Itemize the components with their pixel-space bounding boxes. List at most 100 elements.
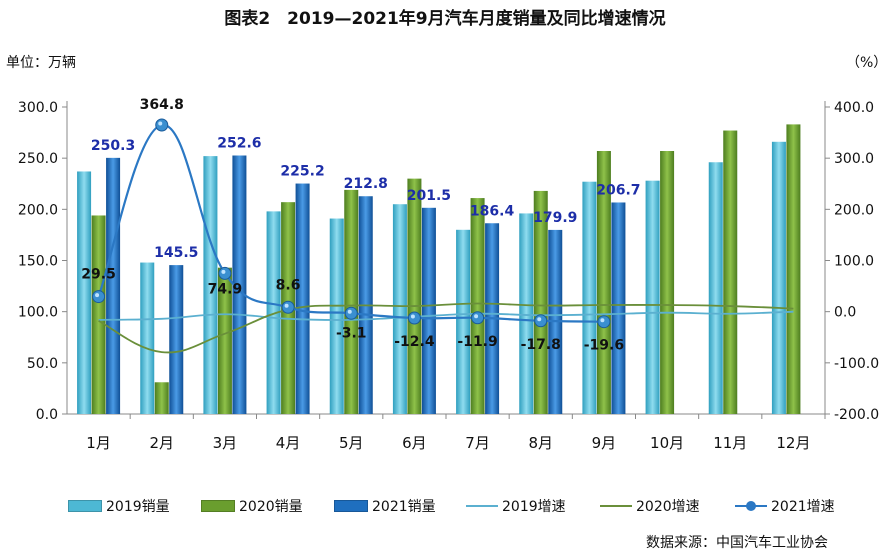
growth-label-2021-2月: 364.8 — [140, 97, 184, 113]
marker-2021增速-3月 — [218, 266, 232, 280]
bar-2020销量-9月 — [596, 151, 611, 414]
marker-2021增速-7月 — [471, 311, 485, 325]
marker-highlight — [95, 293, 100, 298]
left-axis-tick-label: 200.0 — [18, 202, 58, 218]
bar-2019销量-7月 — [456, 229, 471, 414]
right-axis-tick-label: 300.0 — [834, 151, 874, 167]
bar-2021销量-9月 — [611, 202, 626, 414]
growth-label-2021-4月: 8.6 — [276, 277, 301, 293]
legend-label: 2020销量 — [239, 499, 303, 515]
bar-2020销量-6月 — [407, 178, 422, 414]
bar-2021销量-1月 — [106, 157, 121, 414]
bar-2020销量-12月 — [786, 124, 801, 414]
x-axis-tick-label: 6月 — [402, 434, 427, 452]
bar-2019销量-2月 — [140, 262, 155, 414]
legend-label: 2019销量 — [106, 499, 170, 515]
bar-label-2021-5月: 212.8 — [344, 176, 388, 192]
bar-2020销量-2月 — [154, 382, 169, 414]
marker-highlight — [158, 121, 163, 126]
growth-label-2021-8月: -17.8 — [521, 337, 561, 353]
bar-label-2021-6月: 201.5 — [407, 188, 451, 204]
right-axis-unit: （%） — [846, 55, 888, 71]
growth-label-2021-9月: -19.6 — [584, 338, 624, 354]
marker-2021增速-6月 — [407, 311, 421, 325]
legend-item: 2019销量 — [68, 493, 170, 519]
legend-bar-swatch — [68, 500, 102, 512]
marker-2021增速-8月 — [534, 314, 548, 328]
bar-label-2021-2月: 145.5 — [154, 245, 198, 261]
x-axis-tick-label: 10月 — [650, 434, 684, 452]
growth-label-2021-5月: -3.1 — [336, 325, 367, 341]
bar-2020销量-5月 — [344, 189, 359, 414]
line-2020增速 — [98, 302, 794, 354]
bar-2019销量-12月 — [771, 141, 786, 414]
right-axis-tick-label: 100.0 — [834, 254, 874, 270]
marker-highlight — [347, 309, 352, 314]
left-axis-unit: 单位：万辆 — [6, 55, 76, 71]
marker-highlight — [410, 314, 415, 319]
data-source-note: 数据来源：中国汽车工业协会 — [646, 535, 828, 551]
legend-line-swatch — [466, 505, 498, 507]
legend-item: 2020销量 — [201, 493, 303, 519]
bar-2020销量-1月 — [91, 215, 106, 414]
bar-2021销量-4月 — [295, 183, 310, 414]
marker-2021增速-5月 — [344, 306, 358, 320]
legend-label: 2020增速 — [636, 499, 700, 515]
bar-2019销量-9月 — [582, 181, 597, 414]
right-axis-tick-label: 200.0 — [834, 202, 874, 218]
bar-label-2021-1月: 250.3 — [91, 138, 135, 154]
x-axis-tick-label: 8月 — [528, 434, 553, 452]
bar-label-2021-8月: 179.9 — [533, 210, 577, 226]
bar-label-2021-4月: 225.2 — [280, 164, 324, 180]
bar-2019销量-5月 — [329, 218, 344, 414]
chart-plot: 0.0 50.0 100.0 150.0 200.0 250.0 300.0 -200.0 -1… — [18, 97, 879, 452]
bar-2020销量-11月 — [723, 130, 738, 414]
marker-2021增速-2月 — [155, 118, 169, 132]
legend-line-swatch — [600, 505, 632, 507]
x-axis-tick-label: 7月 — [465, 434, 490, 452]
growth-label-2021-6月: -12.4 — [394, 334, 435, 350]
chart-legend: 2019销量 2020销量 2021销量 2019增速 2020增速 2021增速 — [0, 493, 890, 519]
x-axis-tick-label: 4月 — [276, 434, 301, 452]
bar-2019销量-10月 — [645, 180, 660, 414]
bar-2019销量-3月 — [203, 156, 218, 414]
growth-label-2021-7月: -11.9 — [457, 334, 497, 350]
marker-highlight — [221, 269, 226, 274]
bar-2020销量-8月 — [533, 190, 548, 414]
legend-marker-dot — [746, 501, 756, 511]
x-axis-tick-label: 9月 — [592, 434, 617, 452]
bar-label-2021-9月: 206.7 — [596, 182, 640, 198]
bar-2019销量-8月 — [519, 213, 534, 414]
left-axis-tick-label: 300.0 — [18, 100, 58, 116]
marker-2021增速-1月 — [92, 290, 106, 304]
bar-label-2021-7月: 186.4 — [470, 203, 515, 219]
bar-2019销量-11月 — [708, 162, 723, 414]
legend-item: 2019增速 — [466, 493, 566, 519]
bar-2019销量-6月 — [392, 204, 407, 414]
line-2019增速 — [98, 310, 794, 321]
marker-highlight — [600, 318, 605, 323]
bar-2019销量-1月 — [77, 171, 92, 414]
growth-label-2021-1月: 29.5 — [81, 267, 116, 283]
bar-2020销量-3月 — [217, 267, 232, 414]
x-axis-tick-label: 1月 — [86, 434, 111, 452]
left-axis-tick-label: 150.0 — [18, 254, 58, 270]
legend-bar-swatch — [201, 500, 235, 512]
x-axis-tick-label: 5月 — [339, 434, 364, 452]
bar-2021销量-2月 — [169, 265, 184, 414]
left-axis-tick-label: 100.0 — [18, 305, 58, 321]
growth-label-2021-3月: 74.9 — [208, 281, 243, 297]
legend-item: 2020增速 — [600, 493, 700, 519]
left-axis-tick-label: 250.0 — [18, 151, 58, 167]
marker-highlight — [474, 314, 479, 319]
x-axis-tick-label: 2月 — [149, 434, 174, 452]
x-axis-tick-label: 3月 — [213, 434, 238, 452]
bar-2020销量-7月 — [470, 198, 485, 414]
legend-item: 2021增速 — [735, 493, 835, 519]
legend-item: 2021销量 — [334, 493, 436, 519]
x-axis-tick-label: 11月 — [713, 434, 747, 452]
right-axis-tick-label: -200.0 — [834, 407, 879, 423]
bar-2020销量-10月 — [660, 151, 675, 414]
legend-label: 2021销量 — [372, 499, 436, 515]
